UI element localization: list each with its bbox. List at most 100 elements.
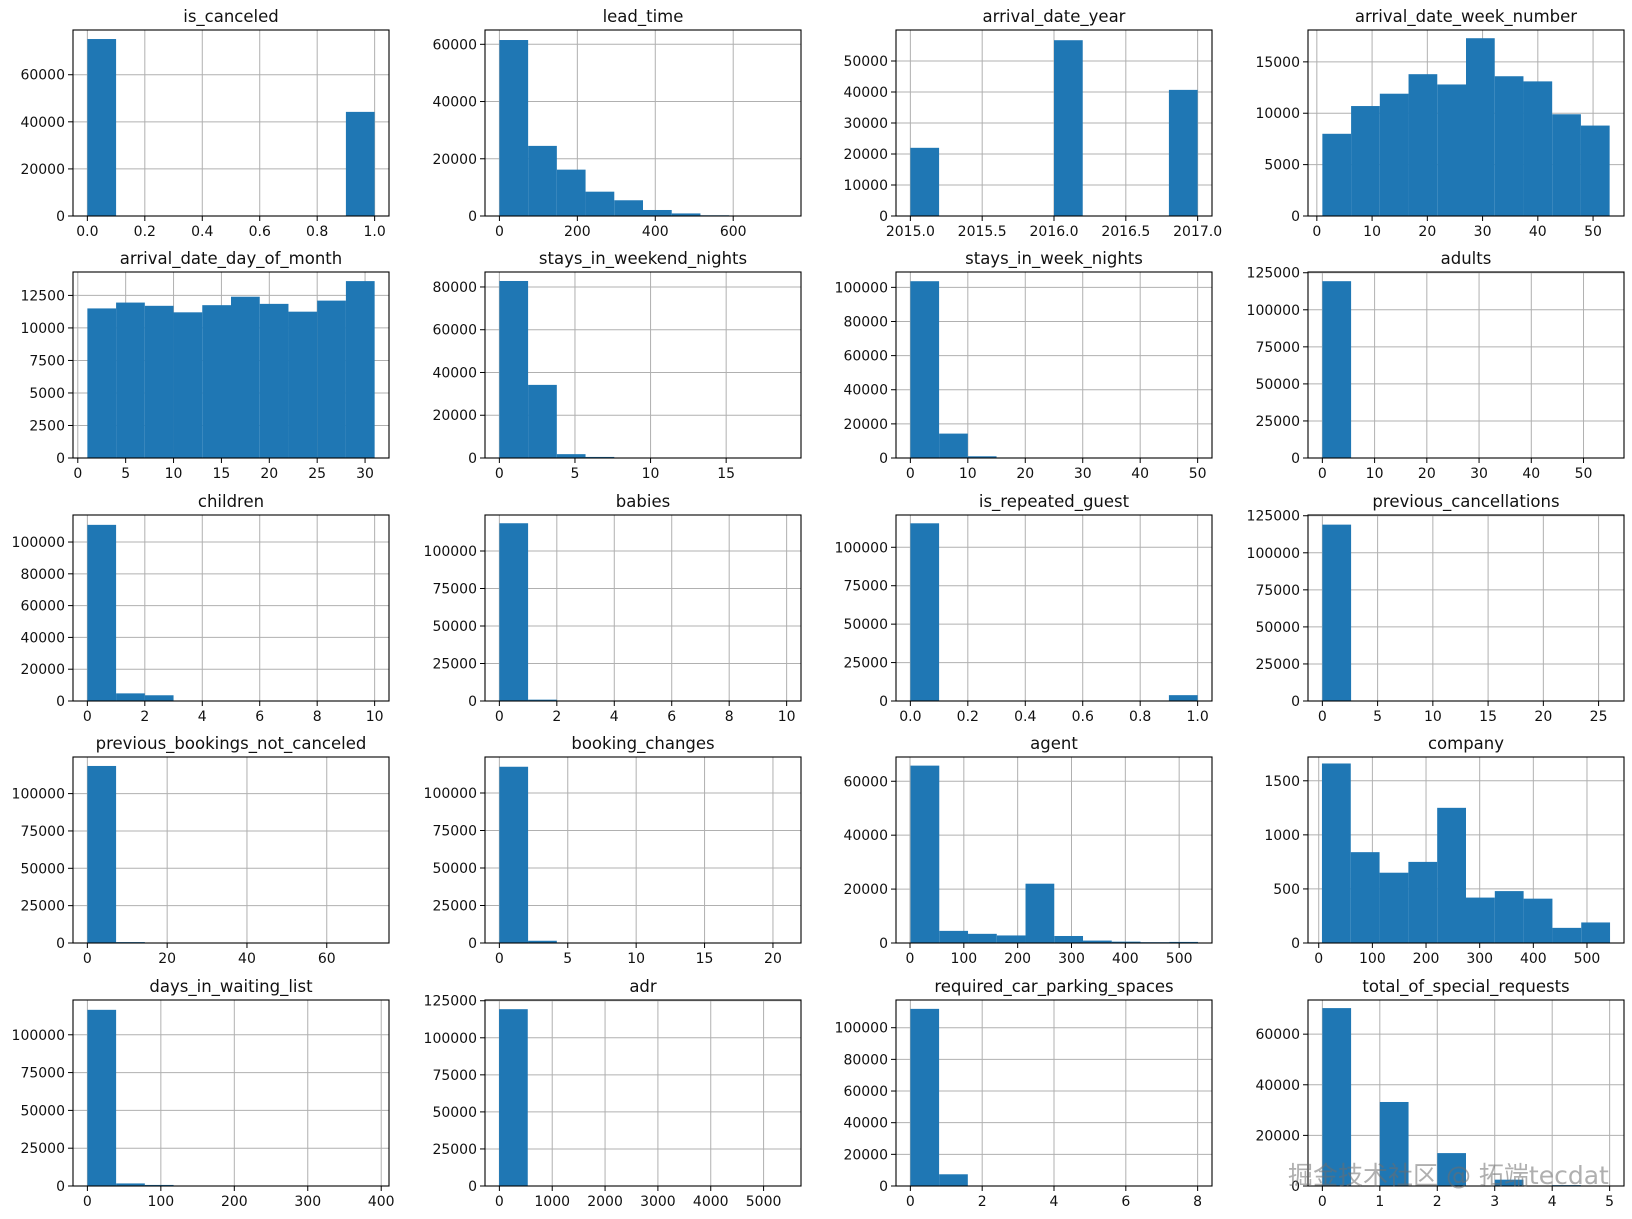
x-tick-label: 2015.0: [886, 224, 935, 240]
x-tick-label: 0: [906, 466, 915, 482]
histogram-bar: [1379, 1101, 1409, 1186]
histogram-bar: [1466, 38, 1495, 216]
y-tick-label: 25000: [1255, 414, 1300, 430]
x-tick-label: 20: [1418, 224, 1436, 240]
y-tick-label: 0: [1291, 209, 1300, 225]
x-tick-label: 3000: [640, 1194, 676, 1210]
panel-title: adr: [629, 977, 657, 996]
histogram-bar: [528, 145, 557, 216]
histogram-panel-agent: agent 0 100 200 300 400 500 0 20000 40000 60000: [843, 734, 1213, 967]
y-tick-label: 100000: [835, 280, 888, 296]
histogram-bar: [1351, 106, 1380, 216]
y-tick-label: 25000: [20, 899, 65, 915]
panel-title: arrival_date_week_number: [1355, 7, 1577, 27]
histogram-bar: [996, 935, 1026, 943]
histogram-bar: [1494, 891, 1524, 943]
y-tick-label: 0: [879, 694, 888, 710]
x-tick-label: 300: [1058, 951, 1085, 967]
panel-title: lead_time: [603, 7, 684, 27]
axes-frame: [484, 271, 802, 459]
x-tick-label: 10: [366, 709, 384, 725]
x-tick-label: 5: [1373, 709, 1382, 725]
y-tick-label: 75000: [432, 582, 477, 598]
histogram-panel-arrival_date_week_number: arrival_date_week_number 0 10 20 30 40 50 0 5000…: [1255, 7, 1625, 240]
x-tick-label: 4: [1548, 1194, 1557, 1210]
x-tick-label: 20: [158, 951, 176, 967]
y-tick-label: 20000: [843, 417, 888, 433]
y-tick-label: 100000: [12, 1028, 65, 1044]
y-tick-label: 40000: [843, 383, 888, 399]
y-tick-label: 0: [879, 451, 888, 467]
x-tick-label: 2: [978, 1194, 987, 1210]
y-tick-label: 40000: [843, 85, 888, 101]
x-tick-label: 40: [1131, 466, 1149, 482]
x-tick-label: 2017.0: [1173, 224, 1222, 240]
histogram-bar: [1466, 897, 1495, 943]
x-tick-label: 10: [642, 466, 660, 482]
histogram-bar: [585, 191, 615, 216]
histogram-panel-booking_changes: booking_changes 0 5 10 15 20 0 25000 50000 75000 1…: [424, 734, 802, 967]
histogram-bar: [1054, 935, 1084, 943]
y-tick-label: 100000: [12, 535, 65, 551]
histogram-bar: [499, 40, 529, 217]
histogram-bar: [1322, 281, 1352, 458]
histogram-bar: [1168, 89, 1198, 216]
y-tick-label: 75000: [20, 824, 65, 840]
y-tick-label: 80000: [20, 567, 65, 583]
histogram-bar: [556, 454, 586, 458]
x-tick-label: 0: [83, 951, 92, 967]
histogram-bar: [1580, 125, 1610, 216]
y-tick-label: 0: [56, 936, 65, 952]
histogram-bar: [910, 765, 940, 943]
x-tick-label: 6: [255, 709, 264, 725]
y-tick-label: 0: [879, 1179, 888, 1195]
histogram-bar: [1581, 922, 1611, 943]
watermark: 掘金技术社区 @ 拓端tecdat: [1288, 1161, 1609, 1190]
histogram-bar: [1025, 883, 1055, 943]
x-tick-label: 200: [1413, 951, 1440, 967]
x-tick-label: 100: [1359, 951, 1386, 967]
histogram-bar: [1408, 74, 1438, 217]
y-tick-label: 20000: [20, 662, 65, 678]
x-tick-label: 6: [1121, 1194, 1130, 1210]
y-tick-label: 100000: [424, 786, 477, 802]
x-tick-label: 100: [147, 1194, 174, 1210]
histogram-bar: [1437, 807, 1466, 943]
y-tick-label: 0: [468, 209, 477, 225]
histogram-panel-previous_cancellations: previous_cancellations 0 5 10 15 20 25 0 25000 50…: [1247, 492, 1625, 725]
axes-frame: [484, 29, 802, 217]
histogram-bar: [87, 765, 117, 943]
y-tick-label: 0: [468, 1179, 477, 1195]
histogram-bar: [528, 940, 557, 943]
y-tick-label: 100000: [835, 1021, 888, 1037]
x-tick-label: 3: [1490, 1194, 1499, 1210]
histogram-bar: [910, 281, 940, 458]
y-tick-label: 50000: [843, 54, 888, 70]
y-tick-label: 50000: [20, 861, 65, 877]
histogram-bar: [1111, 941, 1141, 943]
x-tick-label: 200: [564, 224, 591, 240]
y-tick-label: 75000: [1255, 583, 1300, 599]
histogram-bar: [528, 699, 557, 701]
histogram-bar: [1083, 940, 1112, 943]
x-tick-label: 40: [1529, 224, 1547, 240]
x-tick-label: 50: [1575, 466, 1593, 482]
x-tick-label: 0: [1318, 1194, 1327, 1210]
x-tick-label: 10: [778, 709, 796, 725]
y-tick-label: 25000: [432, 1142, 477, 1158]
histogram-bar: [614, 200, 643, 216]
histogram-bar: [116, 693, 145, 701]
panel-title: previous_bookings_not_canceled: [96, 734, 367, 754]
x-tick-label: 0.2: [957, 709, 979, 725]
y-tick-label: 2500: [29, 418, 65, 434]
panel-title: arrival_date_year: [983, 7, 1126, 27]
histogram-bar: [87, 39, 117, 216]
y-tick-label: 5000: [29, 386, 65, 402]
y-tick-label: 75000: [432, 824, 477, 840]
histogram-bar: [1322, 133, 1352, 216]
y-tick-label: 15000: [1255, 55, 1300, 71]
y-tick-label: 20000: [432, 152, 477, 168]
x-tick-label: 0: [495, 1194, 504, 1210]
y-tick-label: 5000: [1264, 158, 1300, 174]
